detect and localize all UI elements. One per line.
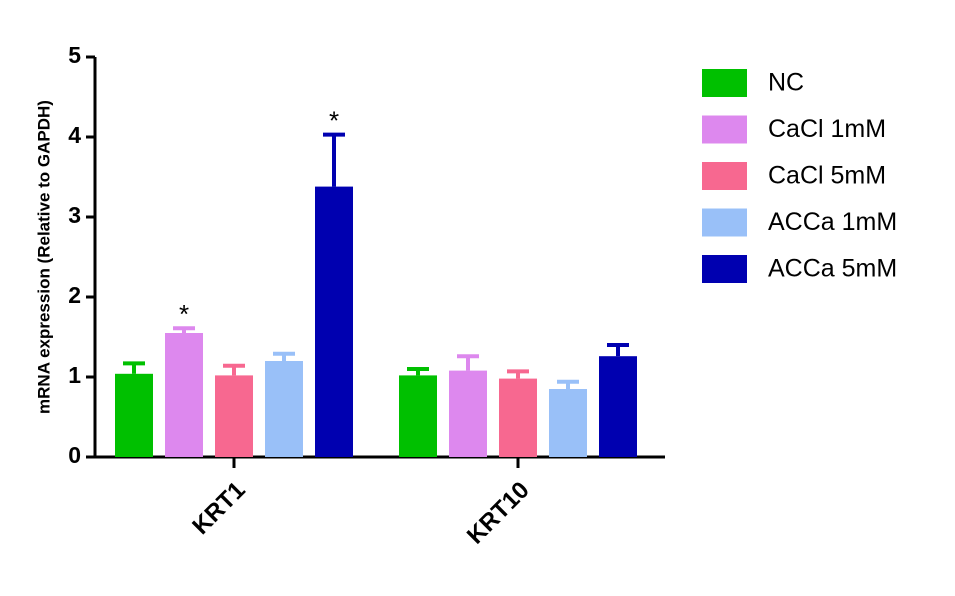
y-tick-label: 2 [68,282,81,308]
legend-swatch [702,208,747,237]
bar [549,389,587,457]
legend-label: CaCl 1mM [768,115,886,143]
bar [315,186,353,457]
bar [115,373,153,457]
bar [165,333,203,457]
legend-label: CaCl 5mM [768,162,886,190]
legend-swatch [702,162,747,190]
legend-swatch [702,69,747,97]
bar [449,370,487,457]
bar [215,375,253,457]
y-tick-label: 0 [68,442,81,468]
y-tick-label: 1 [68,362,81,388]
x-tick-label: KRT1 [187,477,250,540]
legend-label: ACCa 5mM [768,255,897,283]
y-tick-label: 3 [68,202,81,228]
bar [599,356,637,457]
x-tick-label: KRT10 [462,477,535,550]
y-tick-label: 4 [68,122,81,148]
bar [265,361,303,457]
significance-mark: * [329,105,339,135]
legend-swatch [702,255,747,283]
bar [499,378,537,457]
y-tick-label: 5 [68,42,81,68]
y-axis-label: mRNA expression (Relative to GAPDH) [34,100,53,414]
significance-mark: * [179,299,189,329]
legend-swatch [702,115,747,144]
legend-label: ACCa 1mM [768,208,897,236]
legend-label: NC [768,69,804,97]
bar [399,375,437,457]
